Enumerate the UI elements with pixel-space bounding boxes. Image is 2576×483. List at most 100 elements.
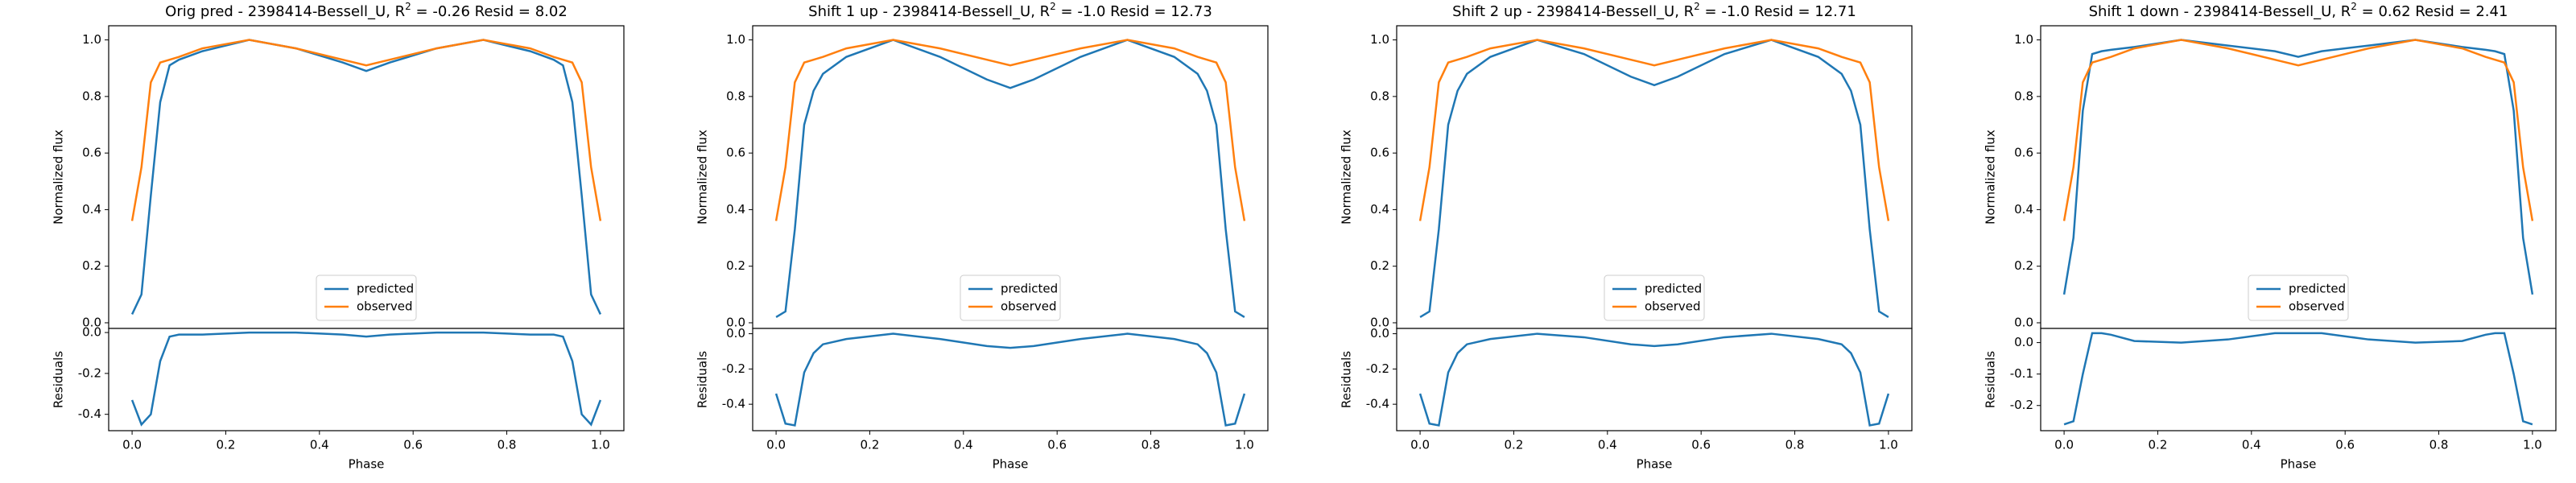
axes-frame: [2040, 328, 2557, 431]
x-tick-label: 0.8: [1141, 438, 1161, 452]
data-line: [774, 332, 1246, 427]
x-tick-label: 0.4: [954, 438, 973, 452]
title-part: Orig pred - 2398414-Bessell_U, R: [165, 3, 405, 20]
data-line: [1418, 39, 1890, 221]
y-tick-label: 0.8: [726, 89, 745, 103]
chart-title: Shift 2 up - 2398414-Bessell_U, R2 = -1.…: [1452, 1, 1856, 21]
axes-frame: [1396, 328, 1913, 431]
y-tick-label: -0.1: [2010, 366, 2033, 381]
x-tick-label: 0.0: [122, 438, 142, 452]
y-axis-label: Normalized flux: [1984, 130, 1998, 225]
y-tick-label: 1.0: [1370, 32, 1389, 47]
title-part: = -1.0 Resid = 12.71: [1700, 3, 1856, 20]
axes-background: [1397, 328, 1912, 431]
data-line: [2062, 39, 2534, 295]
data-line: [130, 39, 602, 221]
y-tick-label: 0.0: [82, 315, 101, 329]
x-tick-label: 0.0: [2054, 438, 2074, 452]
y-tick-label: -0.2: [78, 365, 101, 380]
y-axis-label: Normalized flux: [52, 130, 66, 225]
title-part: 2: [405, 1, 411, 12]
legend-label: observed: [1645, 299, 1701, 314]
y-tick-label: 0.6: [82, 146, 101, 160]
y-tick-label: 0.8: [2014, 89, 2033, 103]
legend-label: predicted: [357, 282, 414, 296]
y-tick-label: 0.0: [726, 326, 745, 341]
legend-label: observed: [2289, 299, 2345, 314]
y-tick-label: 1.0: [82, 32, 101, 47]
y-tick-label: 1.0: [2014, 32, 2033, 47]
y-tick-label: -0.2: [1366, 361, 1389, 376]
title-part: = 0.62 Resid = 2.41: [2357, 3, 2508, 20]
legend-label: observed: [1001, 299, 1057, 314]
y-tick-label: -0.2: [2010, 398, 2033, 412]
data-line: [1418, 332, 1890, 427]
data-line: [130, 39, 602, 315]
y-tick-label: 0.0: [2014, 315, 2033, 329]
axes-background: [2041, 328, 2556, 431]
title-part: 2: [1050, 1, 1056, 12]
legend-box: [1604, 275, 1705, 321]
y-tick-label: 0.0: [82, 325, 101, 340]
title-part: Shift 1 up - 2398414-Bessell_U, R: [808, 3, 1050, 20]
y-tick-label: -0.4: [78, 407, 101, 421]
legend-label: predicted: [1001, 282, 1058, 296]
y-tick-label: 0.2: [82, 258, 101, 273]
legend-label: predicted: [2289, 282, 2346, 296]
x-tick-label: 1.0: [591, 438, 610, 452]
y-axis-label: Residuals: [1340, 351, 1354, 408]
x-tick-label: 1.0: [1879, 438, 1898, 452]
y-tick-label: 0.4: [82, 202, 101, 217]
data-line: [774, 39, 1246, 221]
y-tick-label: 0.4: [1370, 202, 1389, 217]
data-line: [1419, 39, 1889, 319]
x-tick-label: 0.8: [497, 438, 517, 452]
y-tick-label: 0.2: [726, 258, 745, 273]
y-tick-label: 0.2: [2014, 258, 2033, 273]
y-tick-label: 0.6: [2014, 146, 2033, 160]
y-tick-label: -0.4: [1366, 397, 1389, 411]
y-axis-label: Residuals: [1984, 351, 1998, 408]
y-tick-label: 0.0: [1370, 326, 1389, 341]
x-tick-label: 0.0: [766, 438, 786, 452]
title-part: = -1.0 Resid = 12.73: [1056, 3, 1212, 20]
legend-box: [960, 275, 1061, 321]
x-axis-label: Phase: [993, 457, 1029, 472]
y-axis-label: Normalized flux: [696, 130, 710, 225]
y-tick-label: 0.8: [1370, 89, 1389, 103]
x-tick-label: 0.6: [2335, 438, 2355, 452]
legend-box: [316, 275, 417, 321]
y-tick-label: 0.4: [726, 202, 745, 217]
data-line: [2062, 39, 2534, 221]
x-tick-label: 0.2: [217, 438, 236, 452]
title-part: Shift 2 up - 2398414-Bessell_U, R: [1452, 3, 1694, 20]
title-part: Shift 1 down - 2398414-Bessell_U, R: [2089, 3, 2351, 20]
data-line: [2063, 332, 2533, 426]
legend-box: [2248, 275, 2349, 321]
title-part: = -0.26 Resid = 8.02: [411, 3, 568, 20]
x-tick-label: 0.2: [861, 438, 880, 452]
x-tick-label: 0.2: [1505, 438, 1524, 452]
y-tick-label: -0.4: [722, 397, 745, 411]
legend-label: observed: [357, 299, 413, 314]
x-tick-label: 0.0: [1410, 438, 1430, 452]
y-tick-label: 0.6: [726, 146, 745, 160]
x-axis-label: Phase: [1637, 457, 1673, 472]
x-tick-label: 0.4: [310, 438, 329, 452]
x-tick-label: 0.6: [1047, 438, 1067, 452]
y-axis-label: Residuals: [696, 351, 710, 408]
x-tick-label: 1.0: [1235, 438, 1254, 452]
data-line: [130, 331, 602, 427]
y-tick-label: 0.8: [82, 89, 101, 103]
y-axis-label: Residuals: [52, 351, 66, 408]
y-tick-label: 1.0: [726, 32, 745, 47]
y-tick-label: -0.2: [722, 361, 745, 376]
chart-title: Orig pred - 2398414-Bessell_U, R2 = -0.2…: [165, 1, 568, 21]
x-tick-label: 0.6: [403, 438, 423, 452]
y-tick-label: 0.2: [1370, 258, 1389, 273]
y-tick-label: 0.4: [2014, 202, 2033, 217]
axes-frame: [752, 328, 1269, 431]
x-tick-label: 0.8: [2429, 438, 2449, 452]
